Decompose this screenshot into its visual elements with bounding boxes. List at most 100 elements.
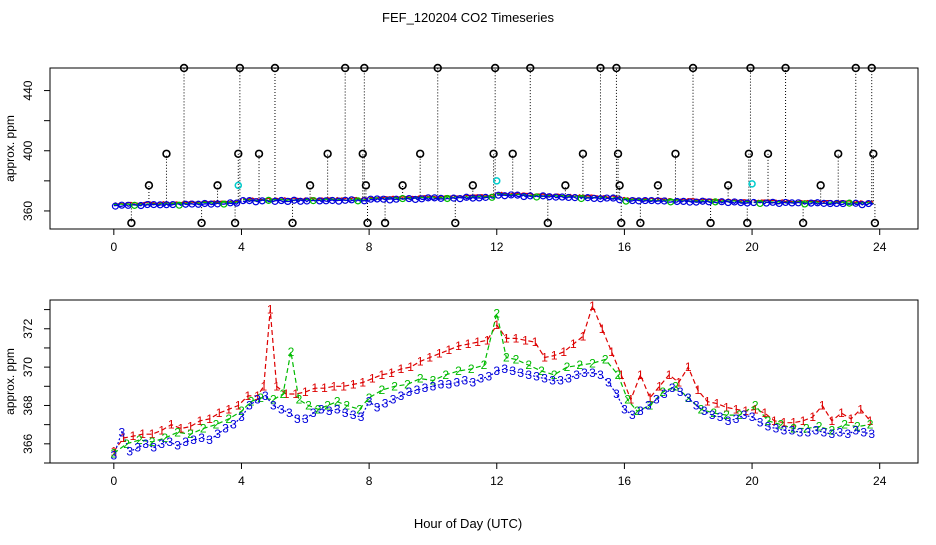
series-1-marker: 1 [465,337,472,351]
series-3-marker: 3 [262,389,269,403]
series-1-marker: 1 [283,387,290,401]
series-3-marker: 3 [813,423,820,437]
flagged-point [578,149,588,158]
series-1-marker: 1 [618,368,625,382]
series-3-marker: 3 [669,381,676,395]
flagged-point [213,181,222,190]
series-3-marker: 3 [613,387,620,401]
series-2-marker: 2 [525,358,532,372]
series-3-marker: 3 [270,398,277,412]
series-2-marker: 2 [110,446,117,460]
y-tick-label: 440 [21,80,35,100]
series-1-marker: 1 [781,416,788,430]
series-2-marker: 2 [710,406,717,420]
series-2-marker: 2 [162,431,169,445]
reference-point [493,177,501,185]
top-data-point [233,199,241,207]
x-tick-label: 12 [490,240,504,254]
series-3-marker: 3 [142,437,149,451]
flagged-point [197,218,206,228]
flagged-point [870,218,880,228]
series-3-marker: 3 [653,393,660,407]
series-1-marker: 1 [292,387,299,401]
series-1-marker: 1 [599,322,606,336]
series-3-marker: 3 [278,402,285,416]
series-3-marker: 3 [374,400,381,414]
series-1-marker: 1 [484,333,491,347]
series-1-marker: 1 [532,335,539,349]
flagged-point [834,149,843,158]
series-2-marker: 2 [174,425,181,439]
series-1-marker: 1 [139,427,146,441]
series-3-marker: 3 [501,362,508,376]
series-3-marker: 3 [222,421,229,435]
series-2-marker: 2 [493,306,500,320]
series-2-marker: 2 [257,391,264,405]
series-1-marker: 1 [752,402,759,416]
series-2-marker: 2 [200,421,207,435]
series-2-marker: 2 [136,433,143,447]
series-3-marker: 3 [701,404,708,418]
series-3-marker: 3 [398,389,405,403]
series-1-marker: 1 [177,421,184,435]
series-1-marker: 1 [675,375,682,389]
series-1-line [113,304,871,452]
series-1-marker: 1 [369,372,376,386]
series-3-marker: 3 [781,423,788,437]
series-1-marker: 1 [513,331,520,345]
series-2-marker: 2 [816,420,823,434]
flagged-point [235,63,245,73]
series-1-marker: 1 [589,299,596,313]
series-2-marker: 2 [213,418,220,432]
series-2-marker: 2 [238,404,245,418]
series-3-marker: 3 [350,408,357,422]
series-2-marker: 2 [790,421,797,435]
flagged-point [526,63,535,73]
series-2-marker: 2 [455,364,462,378]
flagged-point [144,181,154,190]
series-3-marker: 3 [709,408,716,422]
series-3-marker: 3 [509,364,516,378]
y-tick-label: 372 [21,318,35,338]
series-1-marker: 1 [340,379,347,393]
series-1-marker: 1 [819,398,826,412]
x-tick-label: 16 [618,474,632,488]
flagged-point [543,218,553,228]
series-2-marker: 2 [149,435,156,449]
flagged-point [127,218,136,228]
flagged-point [653,181,663,190]
series-1-marker: 1 [742,404,749,418]
top-data-point [852,199,860,207]
series-3-marker: 3 [589,366,596,380]
x-tick-label: 0 [110,240,117,254]
series-2-marker: 2 [803,421,810,435]
series-3-marker: 3 [565,372,572,386]
series-2-marker: 2 [248,395,255,409]
series-2-marker: 2 [366,391,373,405]
series-1-marker: 1 [350,377,357,391]
flagged-point [508,149,517,158]
series-3-marker: 3 [469,375,476,389]
x-tick-label: 4 [238,240,245,254]
y-tick-label: 360 [21,201,35,221]
flagged-point [288,218,297,228]
series-1-marker: 1 [273,379,280,393]
flagged-point [706,218,715,228]
flagged-point [615,181,624,190]
series-3-marker: 3 [454,375,461,389]
series-2-marker: 2 [672,379,679,393]
series-3-marker: 3 [390,393,397,407]
series-3-marker: 3 [198,431,205,445]
series-1-marker: 1 [388,366,395,380]
series-1-marker: 1 [168,418,175,432]
series-1-marker: 1 [216,406,223,420]
series-3-marker: 3 [134,441,141,455]
series-1-marker: 1 [359,375,366,389]
series-3-line [113,368,872,456]
series-3-marker: 3 [621,402,628,416]
series-1-marker: 1 [312,381,319,395]
series-3-marker: 3 [797,425,804,439]
series-3-marker: 3 [438,377,445,391]
series-2-marker: 2 [315,402,322,416]
